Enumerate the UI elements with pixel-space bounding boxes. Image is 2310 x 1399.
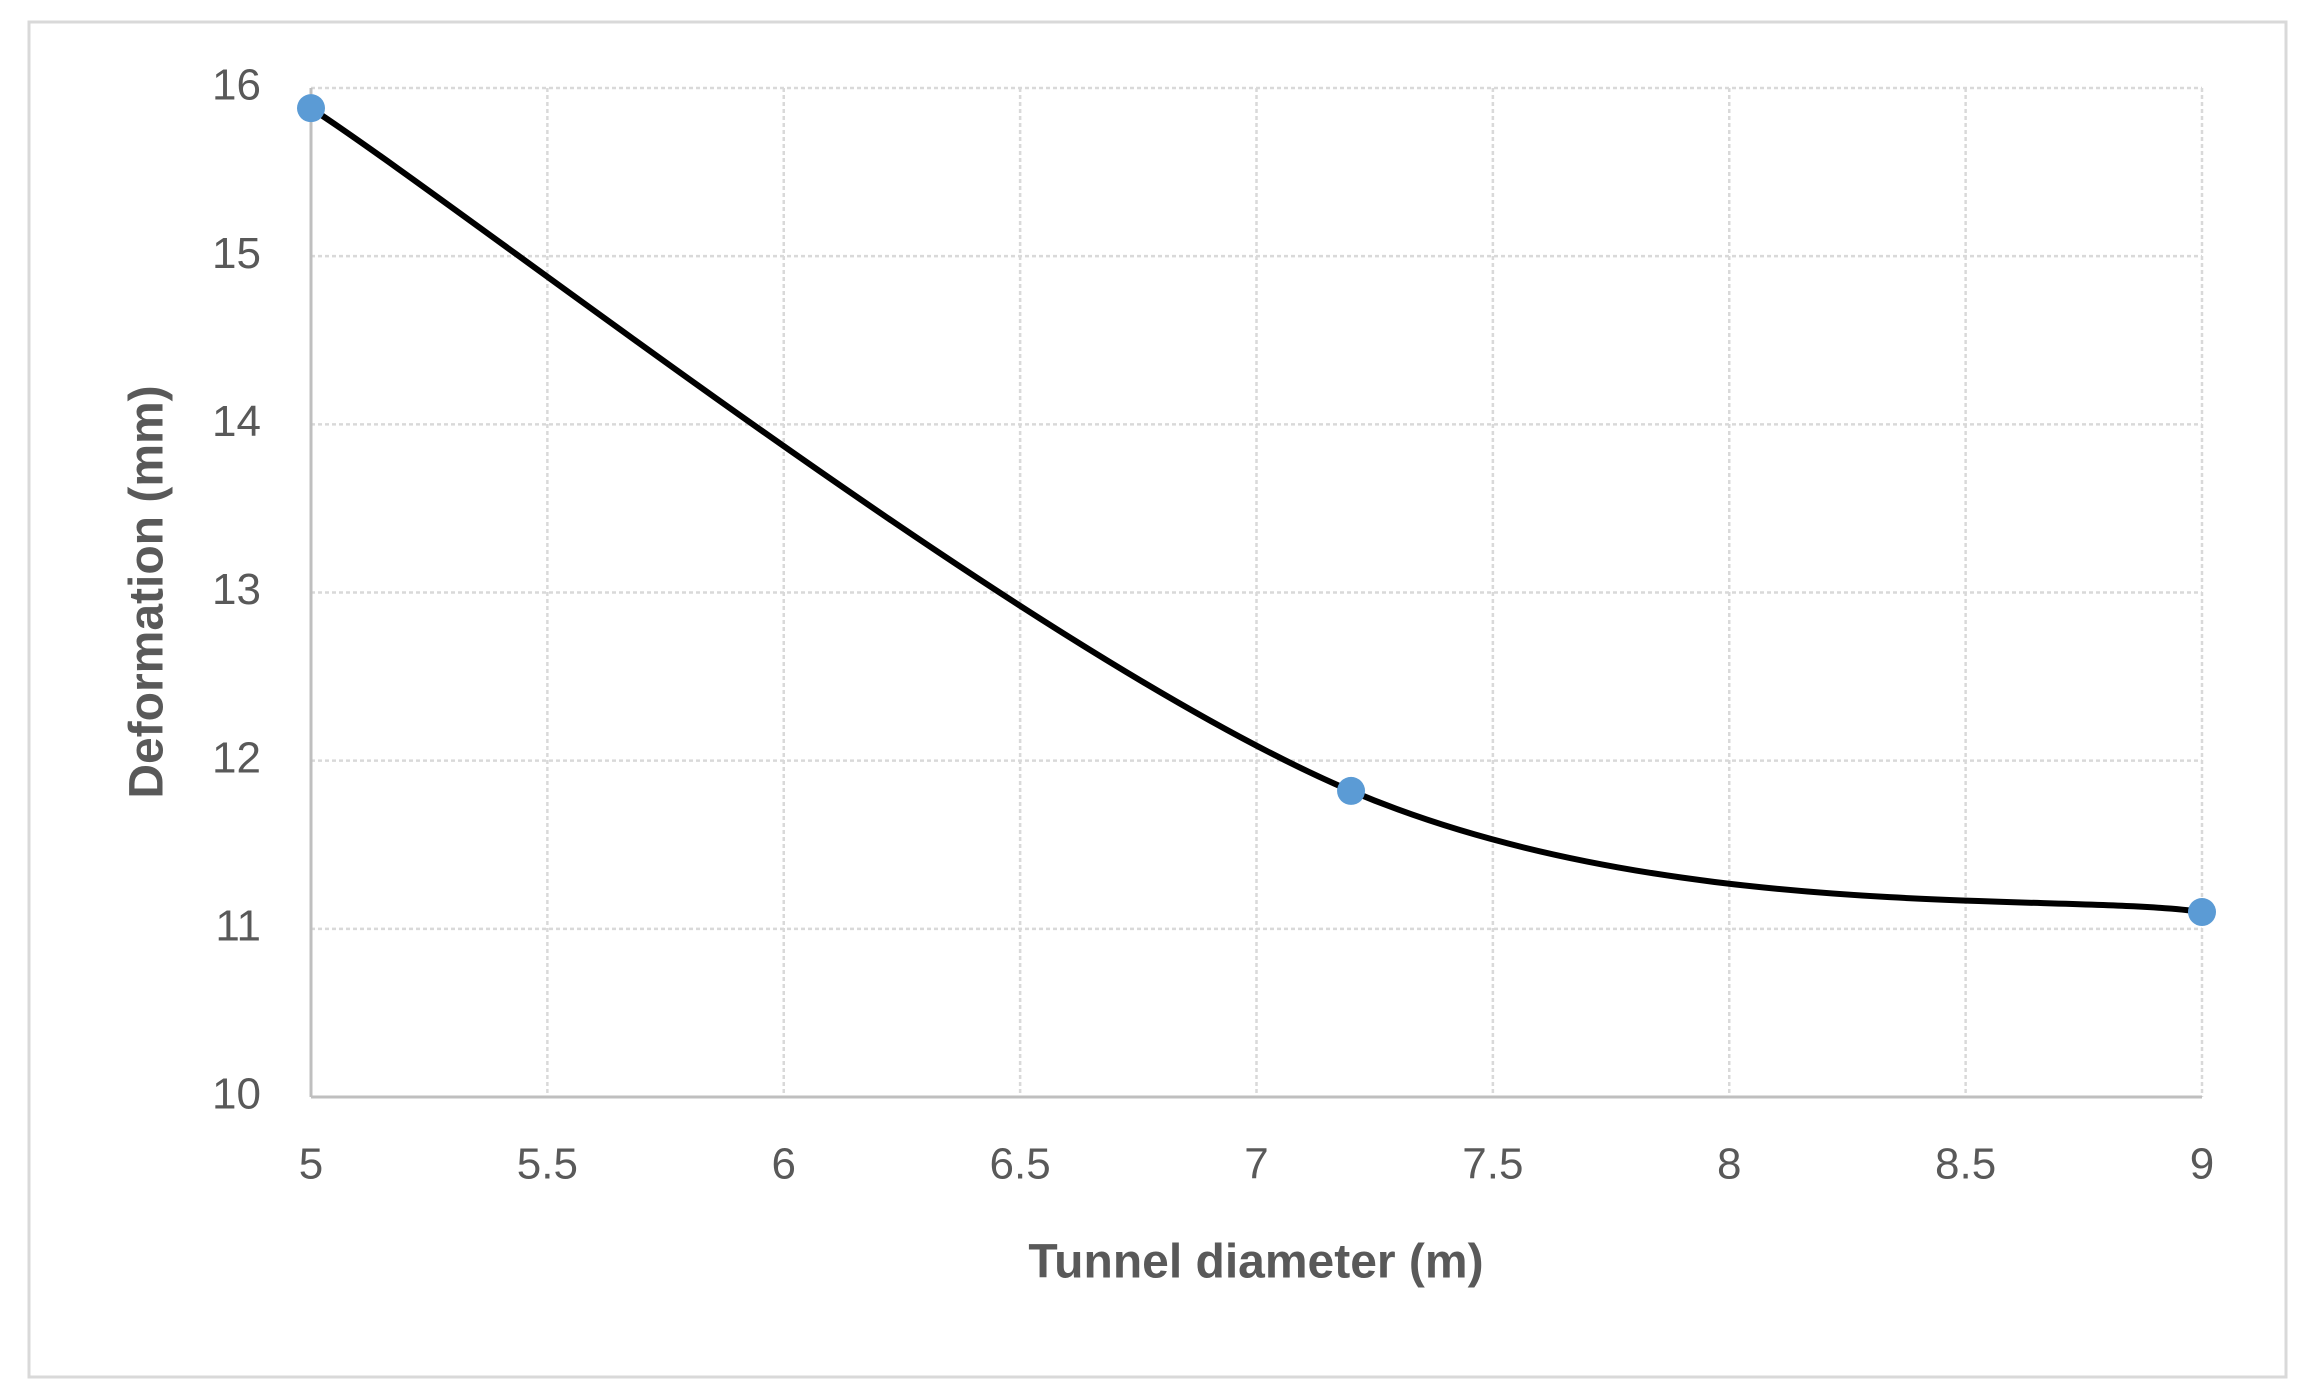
- data-line: [309, 105, 2203, 915]
- data-point: [297, 94, 325, 123]
- x-tick-label: 6: [772, 1140, 796, 1189]
- x-tick-label: 5: [299, 1140, 323, 1189]
- y-tick-label: 15: [212, 229, 261, 278]
- x-tick-label: 8.5: [1935, 1140, 1996, 1189]
- x-tick-label: 5.5: [517, 1140, 578, 1189]
- x-tick-label: 6.5: [990, 1140, 1051, 1189]
- y-tick-label: 13: [212, 565, 261, 614]
- x-tick-label: 8: [1717, 1140, 1741, 1189]
- y-tick-label: 11: [215, 901, 261, 950]
- y-tick-label: 10: [212, 1070, 261, 1119]
- y-tick-label: 12: [212, 733, 261, 782]
- x-tick-label: 7.5: [1462, 1140, 1523, 1189]
- y-tick-label: 14: [212, 397, 261, 446]
- y-tick-label: 16: [212, 61, 261, 110]
- data-point: [1337, 776, 1366, 805]
- chart-frame: [27, 20, 2288, 1379]
- x-tick-label: 9: [2190, 1140, 2214, 1189]
- y-axis-title: Deformation (mm): [121, 385, 174, 798]
- data-point: [2188, 898, 2216, 927]
- x-tick-label: 7: [1244, 1140, 1268, 1189]
- x-axis-title: Tunnel diameter (m): [1028, 1236, 1483, 1289]
